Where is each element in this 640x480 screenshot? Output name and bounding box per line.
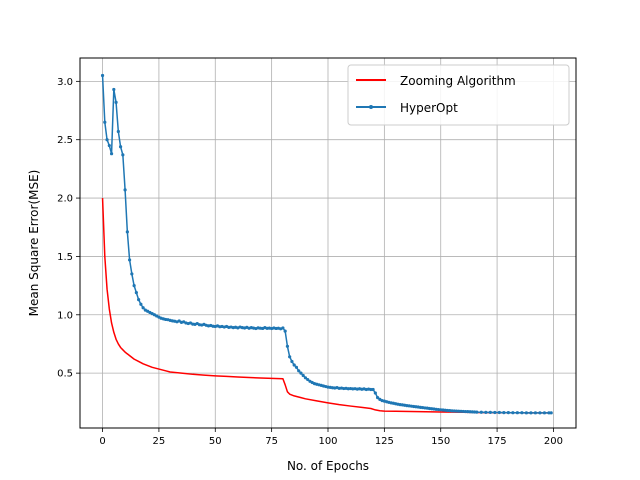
data-point-hyperopt xyxy=(128,258,132,262)
x-tick-label: 125 xyxy=(375,436,394,447)
data-point-hyperopt xyxy=(109,152,114,156)
legend: Zooming Algorithm HyperOpt xyxy=(347,64,570,126)
data-point-hyperopt xyxy=(547,411,551,415)
data-point-hyperopt xyxy=(121,153,125,157)
data-point-hyperopt xyxy=(533,411,538,415)
data-point-hyperopt xyxy=(376,396,380,400)
data-point-hyperopt xyxy=(538,411,542,415)
data-point-hyperopt xyxy=(529,411,533,415)
x-axis-label: No. of Epochs xyxy=(287,459,369,473)
data-point-hyperopt xyxy=(520,411,524,415)
data-point-hyperopt xyxy=(283,329,287,333)
data-point-hyperopt xyxy=(493,410,497,415)
data-point-hyperopt xyxy=(288,355,292,359)
data-point-hyperopt xyxy=(497,410,501,415)
series-layer xyxy=(100,73,553,415)
data-point-hyperopt xyxy=(445,408,450,413)
data-point-hyperopt xyxy=(294,365,299,369)
data-point-hyperopt xyxy=(125,230,129,234)
data-point-hyperopt xyxy=(297,369,301,373)
x-tick-label: 75 xyxy=(265,436,278,447)
y-tick-label: 1.0 xyxy=(57,310,73,321)
data-point-hyperopt xyxy=(549,411,553,415)
data-point-hyperopt xyxy=(466,410,470,414)
data-point-hyperopt xyxy=(506,410,510,415)
data-point-hyperopt xyxy=(457,409,461,413)
data-point-hyperopt xyxy=(107,143,111,148)
data-point-hyperopt xyxy=(100,73,105,78)
data-point-hyperopt xyxy=(479,410,483,414)
ticks: 0 25 50 75 100 125 150 175 200 0.5 1.0 1.5 2.0 2.5 3.0 xyxy=(57,77,563,447)
series-line-zooming-algorithm xyxy=(101,198,552,414)
y-tick-label: 3.0 xyxy=(57,77,73,88)
data-point-hyperopt xyxy=(306,377,310,382)
legend-marker-hyperopt xyxy=(369,105,373,109)
y-tick-label: 0.5 xyxy=(57,369,73,380)
data-point-hyperopt xyxy=(454,409,459,413)
data-point-hyperopt xyxy=(105,138,109,142)
data-point-hyperopt xyxy=(103,120,107,124)
x-tick-label: 50 xyxy=(209,436,222,447)
data-point-hyperopt xyxy=(488,410,492,414)
y-tick-label: 2.5 xyxy=(57,135,73,146)
x-tick-label: 150 xyxy=(431,436,450,447)
data-point-hyperopt xyxy=(301,373,305,378)
data-point-hyperopt xyxy=(484,410,488,414)
data-point-hyperopt xyxy=(141,306,145,310)
data-point-hyperopt xyxy=(502,410,506,415)
data-point-hyperopt xyxy=(118,145,123,149)
x-tick-label: 100 xyxy=(318,436,337,447)
data-point-hyperopt xyxy=(524,411,529,415)
x-tick-label: 0 xyxy=(99,436,105,447)
data-point-hyperopt xyxy=(511,411,515,415)
data-point-hyperopt xyxy=(139,302,143,306)
data-point-hyperopt xyxy=(290,359,294,364)
data-point-hyperopt xyxy=(371,387,375,392)
data-point-hyperopt xyxy=(114,100,118,104)
data-point-hyperopt xyxy=(463,409,468,414)
data-point-hyperopt xyxy=(450,409,454,413)
data-point-hyperopt xyxy=(468,410,472,414)
y-tick-label: 2.0 xyxy=(57,194,73,205)
data-point-hyperopt xyxy=(292,363,296,367)
data-point-hyperopt xyxy=(299,371,303,375)
legend-label-hyperopt: HyperOpt xyxy=(400,101,458,115)
data-point-hyperopt xyxy=(112,87,116,92)
y-axis-label: Mean Square Error(MSE) xyxy=(27,170,41,317)
data-point-hyperopt xyxy=(281,326,285,330)
data-point-hyperopt xyxy=(132,284,136,288)
legend-box xyxy=(347,64,570,126)
x-tick-label: 200 xyxy=(544,436,563,447)
data-point-hyperopt xyxy=(285,344,290,348)
x-tick-label: 175 xyxy=(488,436,507,447)
x-tick-label: 25 xyxy=(153,436,166,447)
data-point-hyperopt xyxy=(470,410,474,414)
data-point-hyperopt xyxy=(472,410,477,414)
data-point-hyperopt xyxy=(134,291,138,295)
data-point-hyperopt xyxy=(123,188,127,192)
data-point-hyperopt xyxy=(542,411,547,415)
data-point-hyperopt xyxy=(475,410,479,414)
data-point-hyperopt xyxy=(303,376,308,380)
data-point-hyperopt xyxy=(515,411,519,415)
data-point-hyperopt xyxy=(130,272,134,276)
data-point-hyperopt xyxy=(373,391,377,395)
data-point-hyperopt xyxy=(137,298,141,302)
data-point-hyperopt xyxy=(452,409,456,413)
data-point-hyperopt xyxy=(116,129,120,134)
data-point-hyperopt xyxy=(461,409,465,414)
data-point-hyperopt xyxy=(459,409,463,413)
y-tick-label: 1.5 xyxy=(57,252,73,263)
data-point-hyperopt xyxy=(369,387,373,392)
legend-label-zooming-algorithm: Zooming Algorithm xyxy=(400,74,516,88)
